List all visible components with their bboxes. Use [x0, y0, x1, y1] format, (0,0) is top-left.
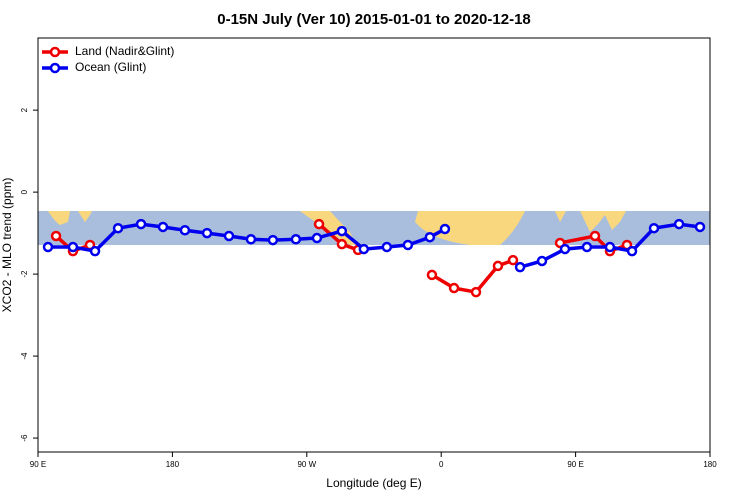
- data-point: [336, 225, 348, 237]
- data-point: [267, 234, 279, 246]
- data-point: [448, 282, 460, 294]
- legend-marker: [49, 46, 61, 58]
- y-tick-label: -4: [20, 352, 29, 360]
- data-point: [426, 269, 438, 281]
- data-point: [514, 261, 526, 273]
- data-point: [336, 238, 348, 250]
- y-tick-label: 2: [20, 107, 29, 112]
- x-tick-label: 90 E: [30, 460, 46, 469]
- chart-title: 0-15N July (Ver 10) 2015-01-01 to 2020-1…: [217, 11, 531, 28]
- data-point: [311, 232, 323, 244]
- y-tick-label: -6: [20, 434, 29, 442]
- data-point: [67, 241, 79, 253]
- data-point: [492, 260, 504, 272]
- data-point: [381, 241, 393, 253]
- data-point: [135, 218, 147, 230]
- y-tick-label: -2: [20, 270, 29, 278]
- y-tick-label: 0: [20, 189, 29, 194]
- map-band: [38, 211, 710, 245]
- data-point: [589, 230, 601, 242]
- x-tick-label: 180: [703, 460, 717, 469]
- x-axis-label: Longitude (deg E): [326, 476, 421, 490]
- y-axis-label: XCO2 - MLO trend (ppm): [0, 178, 14, 313]
- plot-frame: [37, 37, 711, 453]
- data-point: [89, 245, 101, 257]
- data-point: [223, 230, 235, 242]
- data-point: [559, 243, 571, 255]
- x-tick-label: 90 W: [297, 460, 316, 469]
- data-point: [470, 286, 482, 298]
- data-point: [42, 241, 54, 253]
- data-point: [536, 255, 548, 267]
- legend-label: Land (Nadir&Glint): [75, 44, 174, 58]
- x-tick-label: 0: [439, 460, 444, 469]
- legend-marker: [49, 62, 61, 74]
- data-point: [694, 221, 706, 233]
- data-point: [112, 222, 124, 234]
- data-point: [50, 230, 62, 242]
- legend-label: Ocean (Glint): [75, 60, 146, 74]
- data-point: [201, 227, 213, 239]
- data-point: [581, 241, 593, 253]
- data-point: [245, 234, 257, 245]
- data-point: [673, 218, 685, 230]
- data-point: [402, 239, 414, 251]
- data-point: [358, 243, 370, 255]
- data-point: [179, 224, 191, 236]
- data-point: [290, 234, 302, 245]
- data-point: [507, 254, 519, 266]
- x-tick-label: 180: [166, 460, 180, 469]
- data-point: [157, 221, 169, 233]
- x-tick-label: 90 E: [567, 460, 583, 469]
- data-point: [604, 241, 616, 253]
- data-point: [313, 218, 325, 230]
- data-point: [648, 222, 660, 234]
- data-point: [439, 223, 451, 235]
- data-point: [424, 231, 436, 243]
- data-point: [626, 245, 638, 257]
